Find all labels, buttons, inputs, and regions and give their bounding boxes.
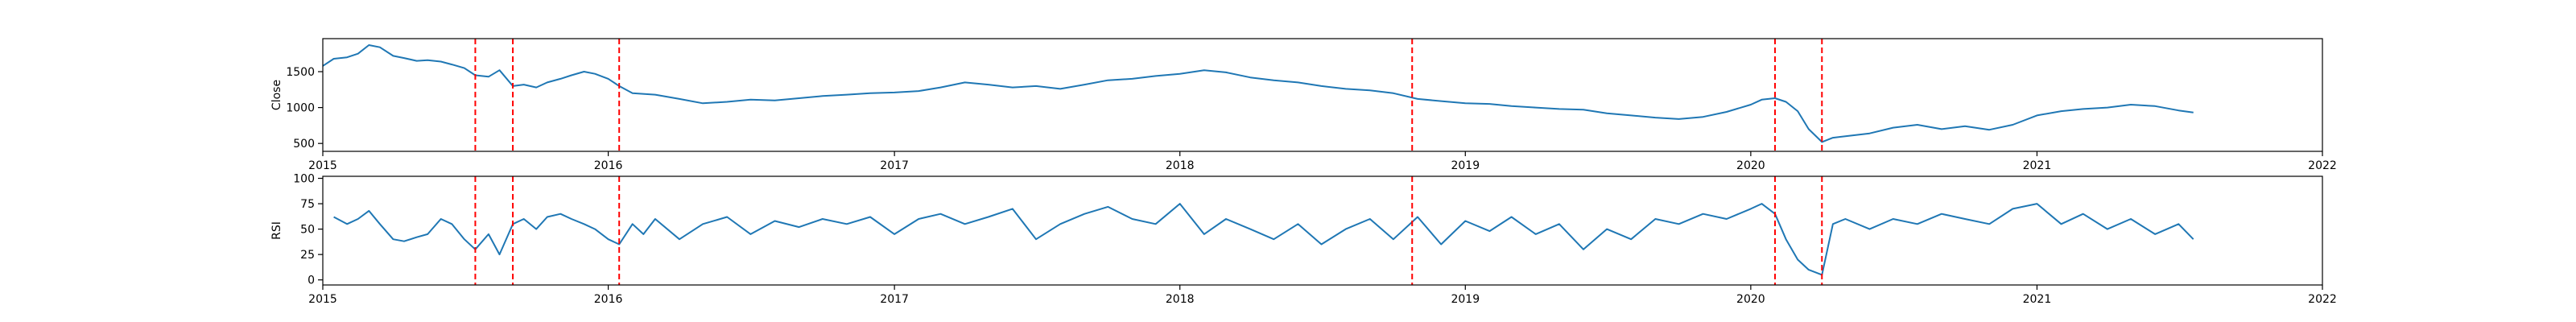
close-x-tick-label: 2015: [308, 159, 337, 172]
close-y-tick-label: 1500: [286, 66, 315, 79]
rsi-y-tick-label: 50: [300, 224, 315, 237]
close-x-tick-label: 2021: [2023, 159, 2052, 172]
rsi-series-line: [333, 203, 2194, 276]
close-x-tick-label: 2017: [880, 159, 909, 172]
rsi-x-tick-label: 2022: [2308, 293, 2337, 306]
rsi-panel: 2015 2016 2017 2018 2019 2020 2021 2022 0 25 50 75 1…: [270, 173, 2337, 306]
rsi-x-tick-label: 2021: [2023, 293, 2052, 306]
close-y-tick-label: 500: [293, 138, 315, 151]
rsi-y-axis-label: RSI: [270, 221, 283, 240]
rsi-y-tick-label: 75: [300, 198, 315, 211]
close-x-tick-label: 2016: [594, 159, 623, 172]
rsi-x-tick-label: 2017: [880, 293, 909, 306]
close-x-tick-label: 2020: [1736, 159, 1765, 172]
rsi-y-tick-label: 100: [293, 173, 315, 186]
rsi-y-tick-label: 0: [308, 275, 315, 287]
rsi-y-tick-label: 25: [300, 249, 315, 262]
rsi-x-tick-label: 2015: [308, 293, 337, 306]
close-y-tick-label: 1000: [286, 102, 315, 115]
close-x-tick-label: 2019: [1451, 159, 1480, 172]
rsi-x-tick-label: 2018: [1166, 293, 1195, 306]
close-axes-frame: [322, 38, 2323, 152]
rsi-x-tick-label: 2020: [1736, 293, 1765, 306]
close-y-axis-label: Close: [270, 80, 283, 110]
rsi-x-tick-label: 2019: [1451, 293, 1480, 306]
close-x-tick-label: 2022: [2308, 159, 2337, 172]
rsi-x-tick-label: 2016: [594, 293, 623, 306]
close-x-tick-label: 2018: [1166, 159, 1195, 172]
close-price-panel: 2015 2016 2017 2018 2019 2020 2021 2022 500 1000 1…: [270, 38, 2337, 172]
rsi-axes-frame: [322, 175, 2323, 286]
